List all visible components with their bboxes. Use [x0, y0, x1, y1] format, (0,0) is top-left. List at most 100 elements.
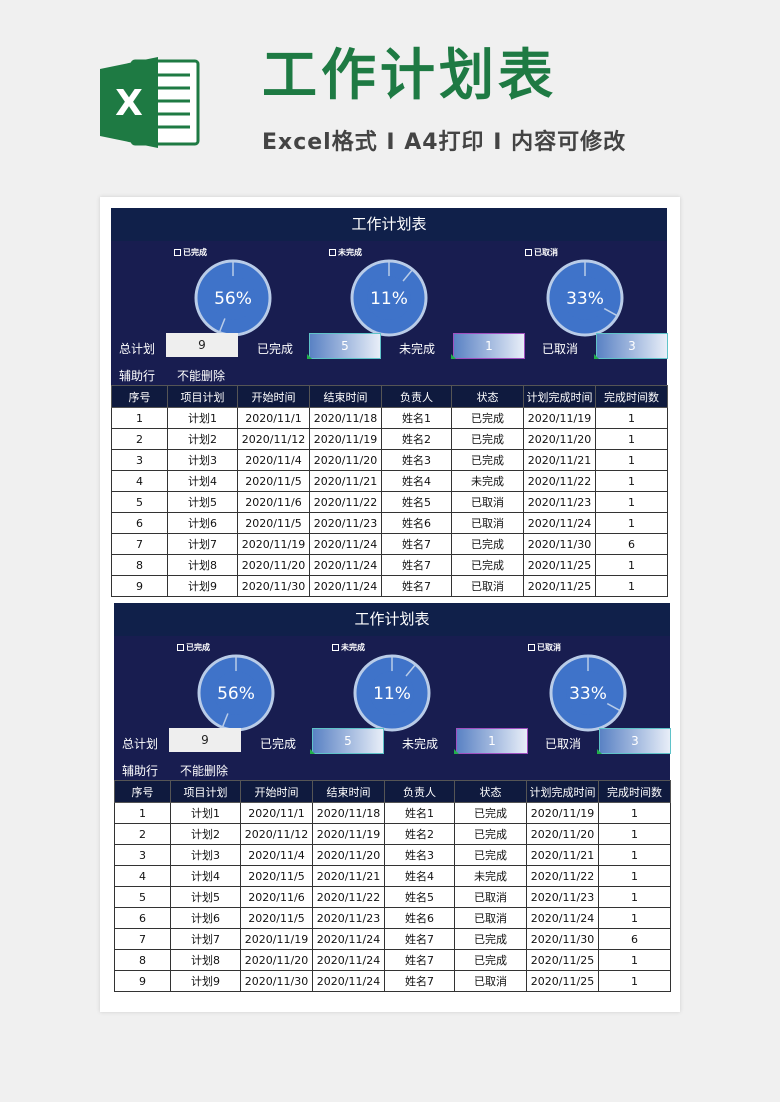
table-cell[interactable]: 姓名4 — [381, 470, 452, 492]
table-cell[interactable]: 姓名7 — [381, 533, 452, 555]
column-header[interactable]: 开始时间 — [240, 780, 313, 803]
table-cell[interactable]: 2020/11/25 — [523, 575, 596, 597]
table-cell[interactable]: 6 — [598, 928, 671, 950]
table-cell[interactable]: 2020/11/24 — [526, 907, 599, 929]
table-cell[interactable]: 1 — [114, 802, 171, 824]
table-cell[interactable]: 2020/11/12 — [240, 823, 313, 845]
table-cell[interactable]: 1 — [598, 802, 671, 824]
table-cell[interactable]: 2020/11/24 — [523, 512, 596, 534]
table-cell[interactable]: 2020/11/24 — [312, 949, 385, 971]
table-cell[interactable]: 姓名7 — [384, 928, 455, 950]
table-cell[interactable]: 姓名7 — [384, 970, 455, 992]
table-cell[interactable]: 姓名7 — [381, 575, 452, 597]
table-cell[interactable]: 1 — [595, 449, 668, 471]
table-cell[interactable]: 2020/11/30 — [240, 970, 313, 992]
summary-value-cell[interactable]: 3 — [596, 333, 668, 359]
table-cell[interactable]: 6 — [111, 512, 168, 534]
table-cell[interactable]: 2020/11/24 — [309, 554, 382, 576]
table-cell[interactable]: 8 — [114, 949, 171, 971]
summary-value-cell[interactable]: 1 — [456, 728, 528, 754]
table-cell[interactable]: 2020/11/4 — [240, 844, 313, 866]
table-cell[interactable]: 2 — [111, 428, 168, 450]
table-cell[interactable]: 计划2 — [170, 823, 241, 845]
table-cell[interactable]: 2020/11/23 — [309, 512, 382, 534]
column-header[interactable]: 完成时间数 — [595, 385, 668, 408]
table-cell[interactable]: 2020/11/22 — [312, 886, 385, 908]
column-header[interactable]: 状态 — [454, 780, 527, 803]
table-cell[interactable]: 2020/11/5 — [237, 512, 310, 534]
table-cell[interactable]: 计划1 — [170, 802, 241, 824]
table-cell[interactable]: 计划2 — [167, 428, 238, 450]
table-cell[interactable]: 计划3 — [167, 449, 238, 471]
column-header[interactable]: 计划完成时间 — [523, 385, 596, 408]
table-cell[interactable]: 姓名7 — [384, 949, 455, 971]
column-header[interactable]: 结束时间 — [309, 385, 382, 408]
table-cell[interactable]: 姓名6 — [384, 907, 455, 929]
table-cell[interactable]: 1 — [598, 970, 671, 992]
table-cell[interactable]: 计划9 — [167, 575, 238, 597]
column-header[interactable]: 开始时间 — [237, 385, 310, 408]
column-header[interactable]: 序号 — [114, 780, 171, 803]
table-cell[interactable]: 2020/11/19 — [240, 928, 313, 950]
table-cell[interactable]: 2020/11/20 — [309, 449, 382, 471]
table-cell[interactable]: 1 — [598, 823, 671, 845]
table-cell[interactable]: 未完成 — [454, 865, 527, 887]
table-cell[interactable]: 姓名5 — [381, 491, 452, 513]
table-cell[interactable]: 1 — [595, 554, 668, 576]
table-cell[interactable]: 2020/11/20 — [240, 949, 313, 971]
table-cell[interactable]: 2020/11/24 — [312, 928, 385, 950]
table-cell[interactable]: 2020/11/22 — [309, 491, 382, 513]
table-cell[interactable]: 4 — [111, 470, 168, 492]
table-cell[interactable]: 已取消 — [454, 886, 527, 908]
table-cell[interactable]: 2020/11/20 — [312, 844, 385, 866]
table-cell[interactable]: 计划3 — [170, 844, 241, 866]
table-cell[interactable]: 6 — [114, 907, 171, 929]
table-cell[interactable]: 1 — [595, 428, 668, 450]
table-cell[interactable]: 计划9 — [170, 970, 241, 992]
table-cell[interactable]: 1 — [595, 512, 668, 534]
table-cell[interactable]: 2020/11/18 — [309, 407, 382, 429]
table-cell[interactable]: 1 — [598, 844, 671, 866]
table-cell[interactable]: 2020/11/25 — [526, 970, 599, 992]
column-header[interactable]: 项目计划 — [170, 780, 241, 803]
table-cell[interactable]: 1 — [598, 886, 671, 908]
table-cell[interactable]: 2020/11/19 — [523, 407, 596, 429]
table-cell[interactable]: 2020/11/23 — [312, 907, 385, 929]
table-cell[interactable]: 2020/11/21 — [309, 470, 382, 492]
table-cell[interactable]: 未完成 — [451, 470, 524, 492]
table-cell[interactable]: 2020/11/19 — [237, 533, 310, 555]
table-cell[interactable]: 已取消 — [454, 907, 527, 929]
table-cell[interactable]: 计划4 — [167, 470, 238, 492]
table-cell[interactable]: 1 — [111, 407, 168, 429]
table-cell[interactable]: 已完成 — [454, 928, 527, 950]
table-cell[interactable]: 1 — [598, 865, 671, 887]
table-cell[interactable]: 2020/11/23 — [523, 491, 596, 513]
table-cell[interactable]: 2020/11/12 — [237, 428, 310, 450]
table-cell[interactable]: 1 — [598, 907, 671, 929]
table-cell[interactable]: 姓名2 — [381, 428, 452, 450]
column-header[interactable]: 状态 — [451, 385, 524, 408]
table-cell[interactable]: 2020/11/25 — [523, 554, 596, 576]
table-cell[interactable]: 5 — [111, 491, 168, 513]
table-cell[interactable]: 计划5 — [167, 491, 238, 513]
summary-value-cell[interactable]: 9 — [166, 333, 238, 357]
column-header[interactable]: 序号 — [111, 385, 168, 408]
table-cell[interactable]: 已取消 — [451, 512, 524, 534]
table-cell[interactable]: 计划4 — [170, 865, 241, 887]
table-cell[interactable]: 姓名4 — [384, 865, 455, 887]
table-cell[interactable]: 姓名3 — [384, 844, 455, 866]
table-cell[interactable]: 计划6 — [167, 512, 238, 534]
table-cell[interactable]: 1 — [598, 949, 671, 971]
column-header[interactable]: 计划完成时间 — [526, 780, 599, 803]
table-cell[interactable]: 2 — [114, 823, 171, 845]
table-cell[interactable]: 已完成 — [451, 407, 524, 429]
summary-value-cell[interactable]: 5 — [312, 728, 384, 754]
table-cell[interactable]: 2020/11/30 — [526, 928, 599, 950]
table-cell[interactable]: 姓名5 — [384, 886, 455, 908]
table-cell[interactable]: 2020/11/30 — [237, 575, 310, 597]
table-cell[interactable]: 计划8 — [167, 554, 238, 576]
table-cell[interactable]: 8 — [111, 554, 168, 576]
column-header[interactable]: 项目计划 — [167, 385, 238, 408]
table-cell[interactable]: 已完成 — [451, 449, 524, 471]
table-cell[interactable]: 2020/11/20 — [523, 428, 596, 450]
